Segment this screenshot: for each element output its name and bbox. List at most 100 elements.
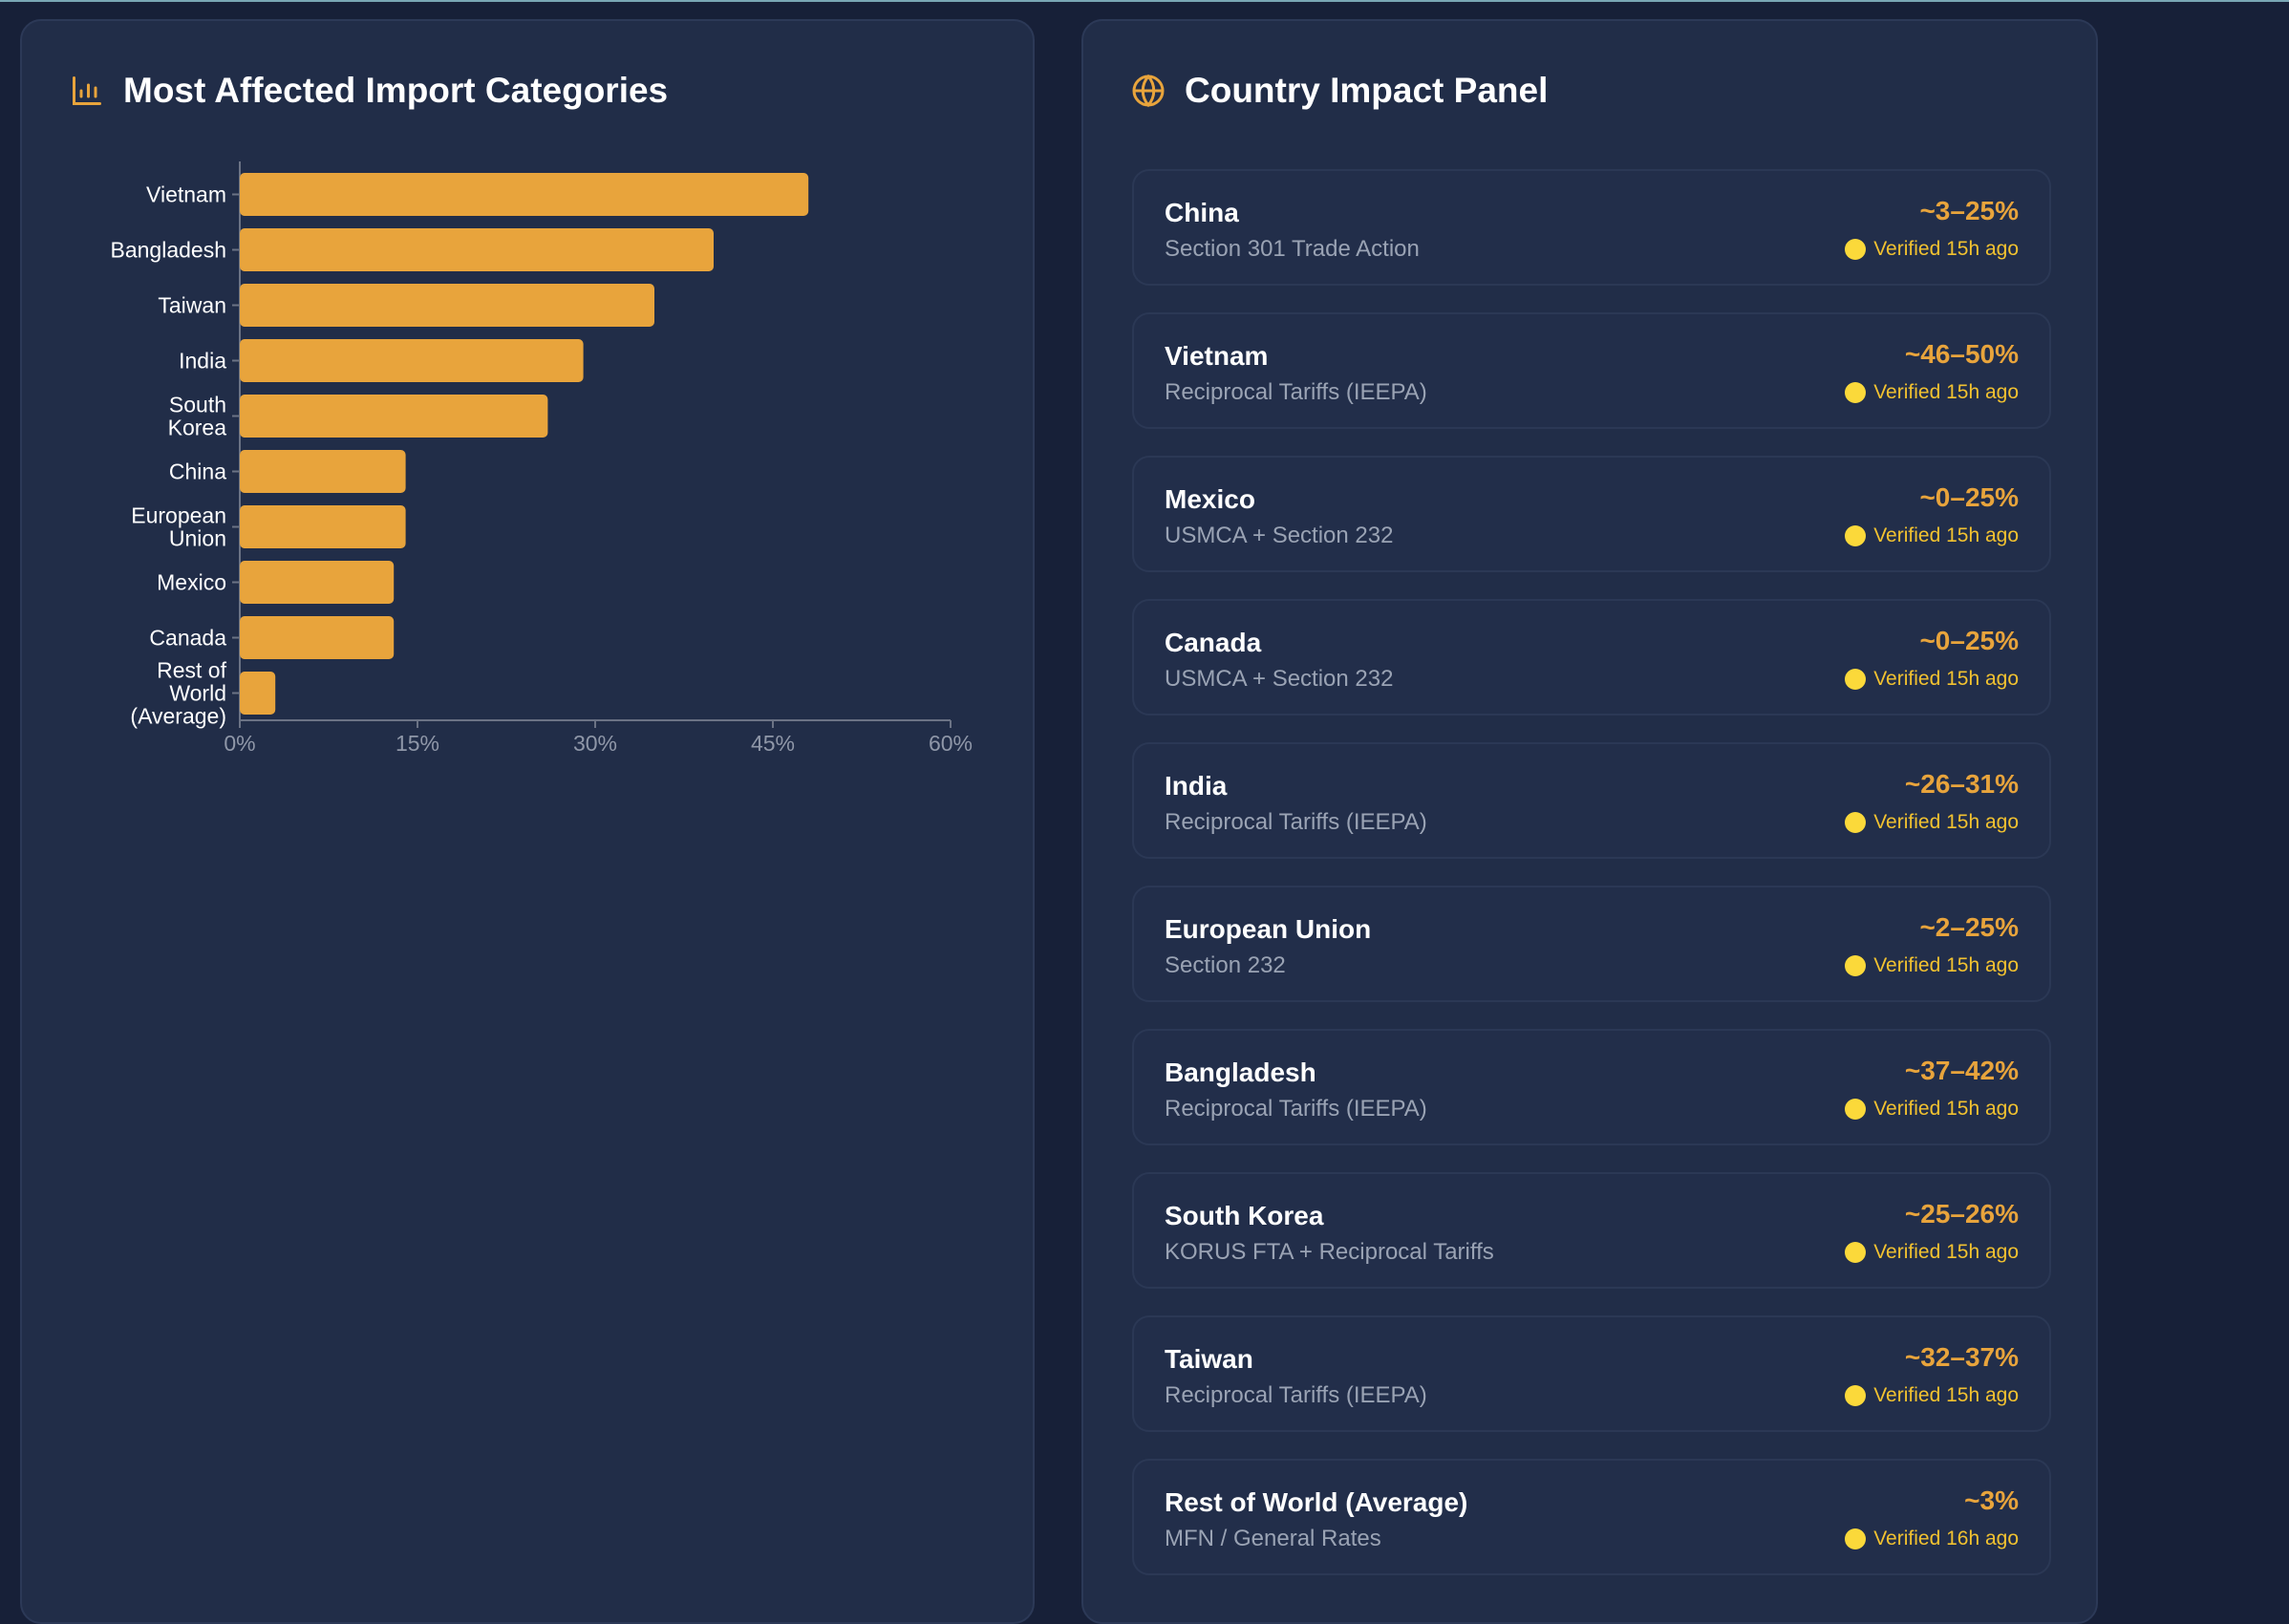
panel-title: Most Affected Import Categories: [123, 71, 669, 110]
verified-text: Verified 16h ago: [1873, 1528, 2019, 1549]
country-name: Bangladesh: [1165, 1058, 1316, 1087]
trade-program: KORUS FTA + Reciprocal Tariffs: [1165, 1239, 1494, 1265]
tariff-range: ~37–42%: [1904, 1056, 2019, 1085]
bar-1: [240, 228, 714, 271]
category-label: China: [169, 459, 226, 484]
bar-2: [240, 284, 654, 327]
category-label: India: [179, 349, 226, 374]
country-impact-panel: Country Impact Panel China Section 301 T…: [1081, 19, 2098, 1624]
tariff-range: ~3%: [1964, 1485, 2019, 1515]
status-dot-icon: [1845, 1528, 1867, 1549]
country-card[interactable]: Vietnam Reciprocal Tariffs (IEEPA) ~46–5…: [1132, 312, 2051, 429]
trade-program: MFN / General Rates: [1165, 1526, 1381, 1551]
verification-status: Verified 15h ago: [1845, 811, 2019, 834]
trade-program: Section 301 Trade Action: [1165, 236, 1420, 262]
verification-status: Verified 15h ago: [1845, 1098, 2019, 1121]
category-label: Canada: [149, 626, 226, 651]
status-dot-icon: [1845, 669, 1867, 690]
tariff-range: ~32–37%: [1904, 1342, 2019, 1372]
trade-program: Section 232: [1165, 952, 1286, 978]
verified-text: Verified 15h ago: [1873, 1098, 2019, 1120]
bar-9: [240, 672, 276, 715]
x-tick-label: 30%: [573, 731, 617, 756]
x-tick-label: 0%: [224, 731, 255, 756]
verified-text: Verified 15h ago: [1873, 381, 2019, 403]
category-label: Rest of: [157, 658, 226, 683]
verification-status: Verified 16h ago: [1845, 1528, 2019, 1550]
status-dot-icon: [1845, 955, 1867, 976]
bar-8: [240, 616, 395, 659]
x-tick-label: 60%: [929, 731, 973, 756]
trade-program: Reciprocal Tariffs (IEEPA): [1165, 809, 1427, 835]
panel-title: Country Impact Panel: [1185, 71, 1549, 110]
category-label: Mexico: [157, 570, 226, 595]
country-card[interactable]: South Korea KORUS FTA + Reciprocal Tarif…: [1132, 1172, 2051, 1289]
category-label: (Average): [130, 704, 226, 729]
tariff-range: ~26–31%: [1904, 769, 2019, 799]
status-dot-icon: [1845, 812, 1867, 833]
country-name: Vietnam: [1165, 341, 1269, 371]
import-categories-panel: Most Affected Import Categories Vietnam B…: [20, 19, 1035, 1624]
tariff-range: ~2–25%: [1919, 912, 2019, 942]
country-card[interactable]: Bangladesh Reciprocal Tariffs (IEEPA) ~3…: [1132, 1029, 2051, 1145]
category-label: European: [131, 503, 226, 528]
x-tick-label: 45%: [751, 731, 795, 756]
x-tick-label: 15%: [396, 731, 439, 756]
verified-text: Verified 15h ago: [1873, 238, 2019, 260]
bar-0: [240, 173, 809, 216]
bar-5: [240, 450, 406, 493]
verification-status: Verified 15h ago: [1845, 238, 2019, 261]
verification-status: Verified 15h ago: [1845, 381, 2019, 404]
trade-program: Reciprocal Tariffs (IEEPA): [1165, 1382, 1427, 1408]
verified-text: Verified 15h ago: [1873, 1384, 2019, 1406]
trade-program: USMCA + Section 232: [1165, 523, 1394, 548]
country-card[interactable]: Canada USMCA + Section 232 ~0–25% Verifi…: [1132, 599, 2051, 716]
bar-4: [240, 395, 548, 438]
category-label: Vietnam: [146, 182, 226, 207]
tariff-range: ~3–25%: [1919, 196, 2019, 225]
verified-text: Verified 15h ago: [1873, 954, 2019, 976]
status-dot-icon: [1845, 1385, 1867, 1406]
tariff-range: ~46–50%: [1904, 339, 2019, 369]
verified-text: Verified 15h ago: [1873, 668, 2019, 690]
country-name: South Korea: [1165, 1201, 1324, 1230]
verification-status: Verified 15h ago: [1845, 1241, 2019, 1264]
verification-status: Verified 15h ago: [1845, 524, 2019, 547]
verification-status: Verified 15h ago: [1845, 668, 2019, 691]
status-dot-icon: [1845, 1099, 1867, 1120]
verified-text: Verified 15h ago: [1873, 1241, 2019, 1263]
category-label: Taiwan: [158, 293, 226, 318]
bar-chart-icon: [73, 76, 101, 105]
status-dot-icon: [1845, 239, 1867, 260]
trade-program: USMCA + Section 232: [1165, 666, 1394, 692]
country-card[interactable]: Taiwan Reciprocal Tariffs (IEEPA) ~32–37…: [1132, 1315, 2051, 1432]
category-label: World: [169, 681, 226, 706]
category-label: Bangladesh: [111, 238, 227, 263]
country-card[interactable]: European Union Section 232 ~2–25% Verifi…: [1132, 886, 2051, 1002]
verified-text: Verified 15h ago: [1873, 811, 2019, 833]
panel-header: Country Impact Panel: [1131, 71, 1548, 111]
bar-6: [240, 505, 406, 548]
tariff-range: ~25–26%: [1904, 1199, 2019, 1229]
category-label: South: [169, 393, 226, 417]
category-label: Korea: [168, 416, 227, 440]
country-card[interactable]: Rest of World (Average) MFN / General Ra…: [1132, 1459, 2051, 1575]
country-card[interactable]: India Reciprocal Tariffs (IEEPA) ~26–31%…: [1132, 742, 2051, 859]
verification-status: Verified 15h ago: [1845, 954, 2019, 977]
country-name: Mexico: [1165, 484, 1255, 514]
category-label: Union: [169, 526, 226, 551]
globe-icon: [1132, 74, 1165, 108]
bar-7: [240, 561, 395, 604]
status-dot-icon: [1845, 382, 1867, 403]
country-card[interactable]: Mexico USMCA + Section 232 ~0–25% Verifi…: [1132, 456, 2051, 572]
country-name: European Union: [1165, 914, 1372, 944]
country-name: India: [1165, 771, 1228, 801]
trade-program: Reciprocal Tariffs (IEEPA): [1165, 1096, 1427, 1122]
status-dot-icon: [1845, 1242, 1867, 1263]
panel-header: Most Affected Import Categories: [70, 71, 668, 111]
country-card[interactable]: China Section 301 Trade Action ~3–25% Ve…: [1132, 169, 2051, 286]
status-dot-icon: [1845, 525, 1867, 546]
trade-program: Reciprocal Tariffs (IEEPA): [1165, 379, 1427, 405]
verified-text: Verified 15h ago: [1873, 524, 2019, 546]
